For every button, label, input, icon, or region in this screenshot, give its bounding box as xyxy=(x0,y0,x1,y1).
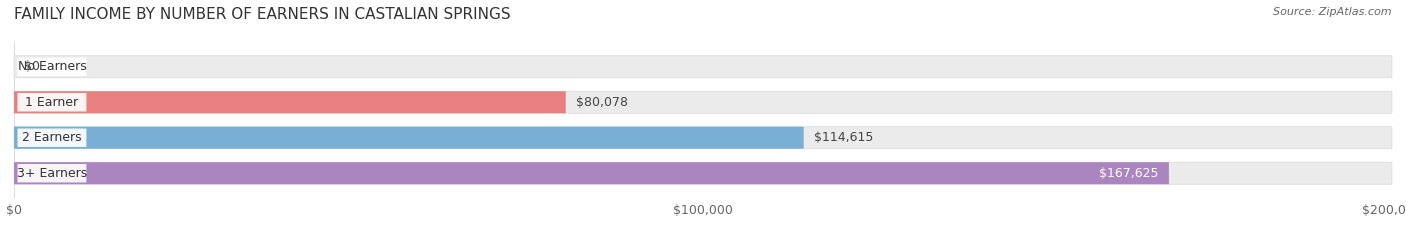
FancyBboxPatch shape xyxy=(14,56,1392,78)
FancyBboxPatch shape xyxy=(14,91,1392,113)
Text: 3+ Earners: 3+ Earners xyxy=(17,167,87,180)
FancyBboxPatch shape xyxy=(17,58,86,76)
FancyBboxPatch shape xyxy=(14,127,1392,149)
FancyBboxPatch shape xyxy=(14,162,1168,184)
Text: Source: ZipAtlas.com: Source: ZipAtlas.com xyxy=(1274,7,1392,17)
Text: 1 Earner: 1 Earner xyxy=(25,96,79,109)
Text: $167,625: $167,625 xyxy=(1099,167,1159,180)
FancyBboxPatch shape xyxy=(14,162,1392,184)
FancyBboxPatch shape xyxy=(14,127,804,149)
Text: $114,615: $114,615 xyxy=(814,131,873,144)
Text: FAMILY INCOME BY NUMBER OF EARNERS IN CASTALIAN SPRINGS: FAMILY INCOME BY NUMBER OF EARNERS IN CA… xyxy=(14,7,510,22)
Text: 2 Earners: 2 Earners xyxy=(22,131,82,144)
FancyBboxPatch shape xyxy=(17,129,86,147)
FancyBboxPatch shape xyxy=(17,164,86,182)
FancyBboxPatch shape xyxy=(17,93,86,111)
Text: No Earners: No Earners xyxy=(18,60,86,73)
Text: $0: $0 xyxy=(24,60,41,73)
Text: $80,078: $80,078 xyxy=(576,96,628,109)
FancyBboxPatch shape xyxy=(14,91,565,113)
